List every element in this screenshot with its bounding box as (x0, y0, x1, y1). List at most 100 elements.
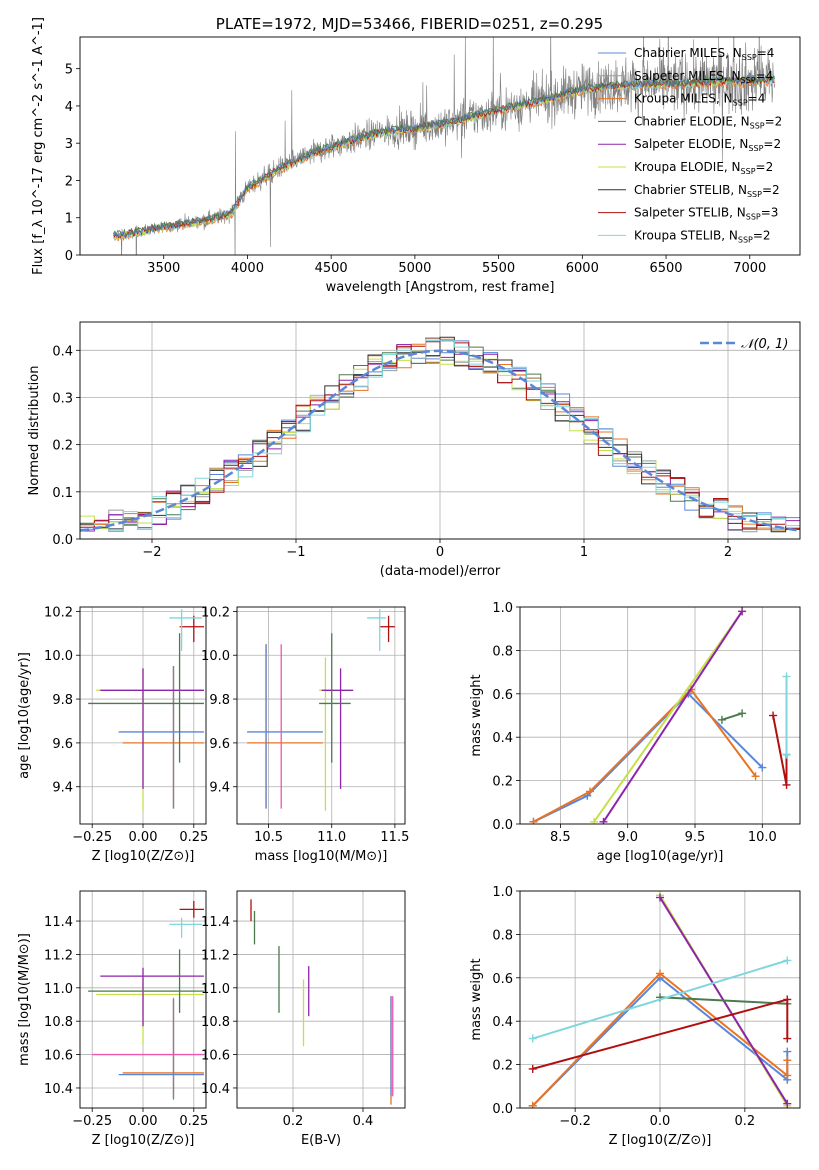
x-tick-label: 4500 (315, 261, 348, 276)
x-tick-label: −0.25 (72, 830, 112, 845)
y-tick-label: 9.4 (209, 781, 230, 796)
y-tick-label: 0 (65, 249, 73, 264)
x-tick-label: 1 (580, 545, 588, 560)
legend-subscript: SSP (741, 167, 756, 176)
y-tick-label: 11.4 (44, 915, 73, 930)
plot-frame (236, 890, 406, 1109)
y-tick-label: 10.4 (201, 1082, 230, 1097)
legend-subscript: SSP (748, 144, 763, 153)
legend-subscript: SSP (733, 99, 748, 108)
axes-mass_vs_Z: −0.25 0.00 0.25 10.4 10.6 10.8 11.0 11.2 11.4 mas… (17, 890, 208, 1148)
points (250, 899, 394, 1105)
x-tick-label: 11.5 (380, 830, 409, 845)
y-tick-label: 0.2 (52, 439, 73, 454)
plot-frame (79, 606, 207, 825)
plot-frame (79, 890, 207, 1109)
chart-title: PLATE=1972, MJD=53466, FIBERID=0251, z=0… (216, 15, 603, 33)
y-tick-label: 0.3 (52, 391, 73, 406)
legend-label: Kroupa MILES, NSSP=4 (634, 92, 765, 108)
x-tick-label: 2 (724, 545, 732, 560)
legend-label: Salpeter STELIB, NSSP=3 (634, 206, 778, 222)
legend-label: 𝒩(0, 1) (741, 337, 788, 352)
gaussian-curve (80, 349, 800, 532)
y-tick-label: 0.8 (492, 928, 513, 943)
points (247, 609, 395, 811)
y-tick-label: 11.2 (201, 948, 230, 963)
x-tick-label: 0.25 (179, 1114, 208, 1129)
x-tick-label: −1 (286, 545, 305, 560)
x-tick-label: 7000 (733, 261, 766, 276)
x-tick-label: 6500 (649, 261, 682, 276)
histograms (80, 336, 800, 533)
series-line (593, 610, 743, 823)
y-tick-label: 10.4 (44, 1082, 73, 1097)
y-tick-label: 9.6 (209, 737, 230, 752)
series-line (533, 687, 757, 823)
y-tick-label: 0.2 (492, 775, 513, 790)
y-tick-label: 3 (65, 137, 73, 152)
series-line (533, 692, 764, 823)
series-line (721, 712, 743, 721)
x-tick-label: 0.2 (735, 1114, 756, 1129)
x-tick-label: 0 (436, 545, 444, 560)
legend-text: Kroupa ELODIE, N (634, 160, 741, 174)
legend-subscript: SSP (746, 213, 761, 222)
legend-label: Chabrier ELODIE, NSSP=2 (634, 114, 782, 130)
x-axis-label: wavelength [Angstrom, rest frame] (326, 280, 555, 295)
x-tick-label: 8.5 (550, 830, 571, 845)
y-tick-label: 1.0 (492, 601, 513, 616)
axes-weight_vs_age: 8.5 9.0 9.5 10.0 0.0 0.2 0.4 0.6 0.8 1.0 mass weig… (469, 601, 801, 864)
x-tick-label: 0.25 (179, 830, 208, 845)
y-tick-label: 10.8 (44, 1015, 73, 1030)
legend-n: =2 (763, 137, 781, 151)
axes-age_vs_Z: −0.25 0.00 0.25 9.4 9.6 9.8 10.0 10.2 age [log10… (17, 605, 208, 864)
x-axis-label: mass [log10(M/M⊙)] (255, 849, 388, 864)
y-tick-label: 10.6 (44, 1049, 73, 1064)
x-axis-label: age [log10(age/yr)] (597, 849, 724, 864)
axes-spectrum: 3500 4000 4500 5000 5500 6000 6500 7000 0 1 2 3 4 5 Fl… (31, 17, 801, 295)
legend-label: Salpeter ELODIE, NSSP=2 (634, 137, 781, 153)
y-tick-label: 9.6 (52, 737, 73, 752)
y-tick-label: 9.4 (52, 781, 73, 796)
x-axis-label: (data-model)/error (380, 564, 501, 579)
plot-frame (236, 606, 406, 825)
legend-subscript: SSP (750, 121, 765, 130)
x-tick-label: 0.00 (129, 1114, 158, 1129)
x-tick-label: 0.0 (650, 1114, 671, 1129)
x-tick-label: 5000 (398, 261, 431, 276)
legend-label: Salpeter MILES, NSSP=4 (634, 69, 773, 85)
y-tick-label: 0.6 (492, 688, 513, 703)
legend-subscript: SSP (742, 53, 757, 62)
y-tick-label: 11.4 (201, 915, 230, 930)
x-tick-label: 10.5 (254, 830, 283, 845)
legend-text: Chabrier STELIB, N (634, 183, 747, 197)
y-tick-label: 10.0 (44, 649, 73, 664)
legend-n: =3 (761, 206, 779, 220)
y-tick-label: 1 (65, 212, 73, 227)
legend-text: Salpeter STELIB, N (634, 206, 746, 220)
y-tick-label: 0.2 (492, 1059, 513, 1074)
y-axis-label: mass weight (469, 674, 484, 756)
points (88, 901, 204, 1100)
series-line (659, 996, 788, 1005)
y-axis-label: mass [log10(M/M⊙)] (17, 933, 32, 1066)
legend-subscript: SSP (738, 235, 753, 244)
plot-frame (519, 606, 801, 825)
legend-label: Chabrier MILES, NSSP=4 (634, 46, 774, 62)
x-tick-label: 9.5 (685, 830, 706, 845)
y-tick-label: 4 (65, 100, 73, 115)
x-tick-label: 0.2 (283, 1114, 304, 1129)
x-tick-label: 3500 (147, 261, 180, 276)
x-axis-label: Z [log10(Z/Z⊙)] (92, 1133, 195, 1148)
legend-n: =4 (756, 69, 774, 83)
legend-text: Kroupa STELIB, N (634, 228, 738, 242)
x-tick-label: −2 (142, 545, 161, 560)
axes-mass_vs_ebv: 0.2 0.4 10.4 10.6 10.8 11.0 11.2 11.4 E(B-V) (201, 890, 406, 1148)
histogram-kroupa_stelib (80, 339, 800, 532)
model-line-chabrier_elodie (113, 73, 775, 237)
y-axis-label: age [log10(age/yr)] (17, 652, 32, 779)
legend-n: =2 (756, 160, 774, 174)
legend-text: Chabrier MILES, N (634, 46, 742, 60)
histogram-salpeter_stelib (80, 340, 800, 532)
